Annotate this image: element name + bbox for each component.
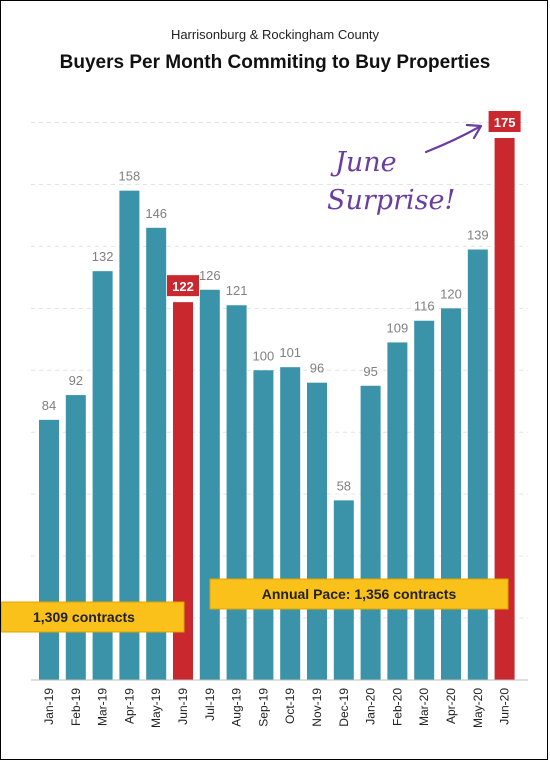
value-label-jun-20: 175 — [494, 115, 516, 130]
june-surprise-line1: June — [330, 147, 397, 178]
value-label-apr-19: 158 — [119, 169, 141, 184]
x-tick-may-19: May-19 — [149, 688, 163, 728]
bar-aug-19 — [226, 305, 247, 680]
pace-box-2020-text: Annual Pace: 1,356 contracts — [262, 586, 457, 602]
bar-apr-19 — [119, 190, 140, 680]
arrow-head-icon — [465, 123, 483, 140]
june-surprise-line2: Surprise! — [327, 185, 455, 216]
value-label-feb-20: 109 — [387, 320, 409, 335]
bar-jun-20 — [494, 138, 515, 680]
bar-jan-20 — [360, 385, 381, 680]
bar-sep-19 — [253, 370, 274, 680]
bar-feb-19 — [65, 395, 86, 680]
x-tick-jul-19: Jul-19 — [203, 688, 217, 721]
x-tick-oct-19: Oct-19 — [283, 688, 297, 724]
value-label-oct-19: 101 — [279, 345, 301, 360]
value-label-feb-19: 92 — [69, 373, 83, 388]
value-label-may-20: 139 — [467, 227, 489, 242]
arrow-icon — [424, 125, 481, 154]
bar-apr-20 — [441, 308, 461, 680]
x-tick-nov-19: Nov-19 — [310, 688, 324, 727]
value-label-mar-20: 116 — [414, 299, 435, 314]
bar-may-20 — [467, 249, 488, 681]
x-tick-mar-20: Mar-20 — [417, 688, 431, 726]
chart-title: Buyers Per Month Commiting to Buy Proper… — [60, 52, 491, 73]
june-surprise-note: June Surprise! — [327, 123, 483, 216]
value-label-jan-20: 95 — [363, 364, 377, 379]
x-tick-jan-20: Jan-20 — [364, 688, 378, 725]
bar-jan-19 — [39, 419, 59, 680]
pace-box-2019-bg — [1, 601, 185, 633]
x-tick-apr-20: Apr-20 — [444, 688, 458, 724]
bar-jun-19 — [173, 302, 193, 680]
value-label-apr-20: 120 — [440, 286, 462, 301]
value-label-nov-19: 96 — [310, 361, 324, 376]
bar-nov-19 — [307, 382, 327, 680]
x-tick-feb-20: Feb-20 — [390, 688, 404, 726]
x-tick-jun-19: Jun-19 — [176, 688, 190, 725]
bar-feb-20 — [387, 342, 408, 680]
x-tick-mar-19: Mar-19 — [96, 688, 110, 726]
value-label-mar-19: 132 — [92, 249, 114, 264]
pace-box-2020-bg — [209, 578, 509, 610]
value-label-aug-19: 121 — [226, 283, 248, 298]
value-label-jun-19: 122 — [172, 279, 194, 294]
bar-jul-19 — [199, 289, 220, 680]
value-label-bg-jun-20 — [488, 111, 521, 132]
bar-may-19 — [146, 227, 167, 680]
x-tick-apr-19: Apr-19 — [122, 688, 136, 724]
gridlines — [31, 122, 528, 619]
value-label-bg-jun-19 — [167, 275, 199, 297]
value-label-jul-19: 126 — [199, 268, 221, 283]
bar-mar-19 — [92, 271, 113, 680]
value-label-dec-19: 58 — [337, 478, 351, 493]
x-tick-aug-19: Aug-19 — [230, 688, 244, 727]
pace-box-2019-text: 1,309 contracts — [33, 609, 135, 625]
x-tick-labels: Jan-19 Feb-19 Mar-19 Apr-19 May-19 Jun-19 Jul-… — [42, 688, 512, 728]
x-tick-sep-19: Sep-19 — [256, 688, 270, 727]
pace-box-2020: Annual Pace: 1,356 contracts — [209, 578, 509, 610]
bar-oct-19 — [280, 367, 301, 680]
value-label-sep-19: 100 — [253, 348, 275, 363]
pace-box-2019: 1,309 contracts — [1, 601, 185, 633]
x-tick-dec-19: Dec-19 — [337, 688, 351, 727]
value-label-jan-19: 84 — [42, 398, 56, 413]
x-tick-may-20: May-20 — [471, 688, 485, 728]
value-label-may-19: 146 — [145, 206, 167, 221]
value-labels: 84 92 132 158 146 122 126 121 100 101 96 58 95 109 116… — [42, 111, 521, 493]
chart-subtitle: Harrisonburg & Rockingham County — [171, 27, 380, 42]
x-tick-jan-19: Jan-19 — [42, 688, 56, 725]
x-tick-jun-20: Jun-20 — [498, 688, 512, 725]
bar-mar-20 — [414, 320, 435, 680]
x-tick-feb-19: Feb-19 — [69, 688, 83, 726]
